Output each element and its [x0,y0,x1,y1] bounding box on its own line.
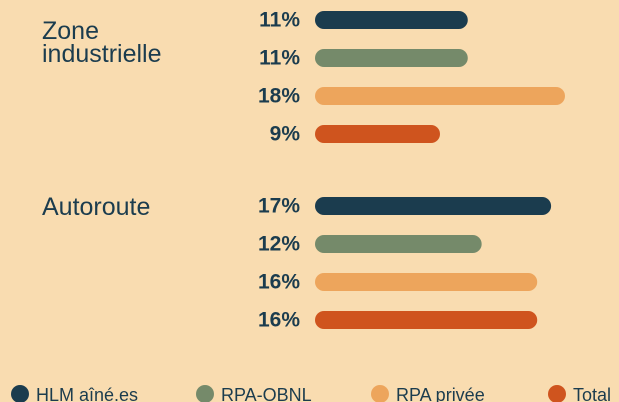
legend-label: RPA privée [396,385,485,402]
legend-label: RPA-OBNL [221,385,312,402]
value-label: 9% [270,123,301,146]
bar [315,273,538,291]
bar [315,11,468,29]
value-label: 16% [258,309,300,332]
bar [315,311,538,329]
bar [315,235,482,253]
legend-swatch [548,385,566,402]
value-label: 11% [259,47,300,70]
bar [315,197,552,215]
value-label: 16% [258,271,300,294]
legend-label: Total [573,385,611,402]
value-label: 11% [259,9,300,32]
value-label: 18% [258,85,300,108]
value-label: 12% [258,233,300,256]
legend-swatch [196,385,214,402]
legend-swatch [371,385,389,402]
bar [315,49,468,67]
legend-swatch [11,385,29,402]
value-label: 17% [258,195,300,218]
category-label: Autoroute [42,193,151,221]
bar [315,125,440,143]
category-label: Zone industrielle [42,17,162,68]
bar [315,87,565,105]
legend-label: HLM aîné.es [36,385,138,402]
